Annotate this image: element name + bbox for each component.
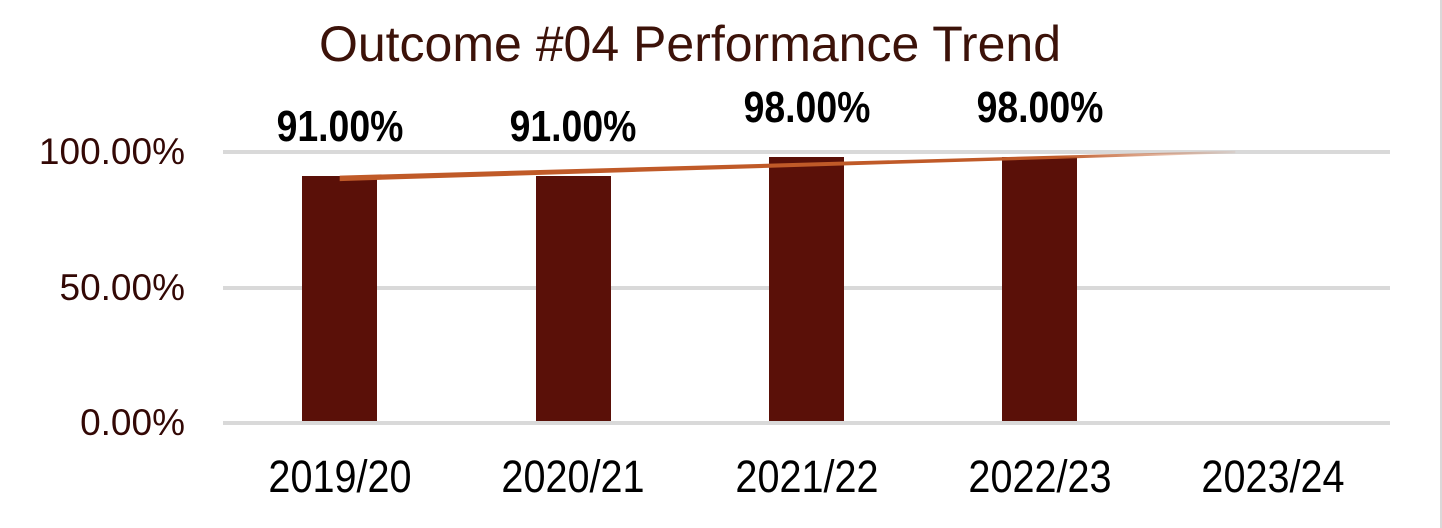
bar-2020-21 <box>535 176 611 421</box>
x-axis-category-label: 2019/20 <box>268 451 412 502</box>
right-edge-border <box>1440 0 1442 528</box>
gridline-0 <box>223 421 1390 425</box>
x-axis-category-label: 2020/21 <box>501 451 645 502</box>
trend-line <box>339 150 1236 182</box>
data-label-2021-22: 98.00% <box>743 83 870 133</box>
bar-2019-20 <box>302 176 378 421</box>
bar-2021-22 <box>769 157 844 421</box>
data-label-2020-21: 91.00% <box>509 102 637 152</box>
chart-title: Outcome #04 Performance Trend <box>318 16 1062 72</box>
gridline-100 <box>223 150 1390 154</box>
data-label-2019-20: 91.00% <box>276 102 404 152</box>
bar-2022-23 <box>1002 157 1078 421</box>
x-axis-category-label: 2022/23 <box>968 451 1112 502</box>
y-axis-tick-label: 0.00% <box>80 402 185 443</box>
x-axis-category-label: 2023/24 <box>1201 451 1345 502</box>
data-label-2022-23: 98.00% <box>976 83 1104 133</box>
y-axis-tick-label: 100.00% <box>38 131 185 172</box>
y-axis-tick-label: 50.00% <box>59 266 186 308</box>
x-axis-category-label: 2021/22 <box>734 451 879 502</box>
